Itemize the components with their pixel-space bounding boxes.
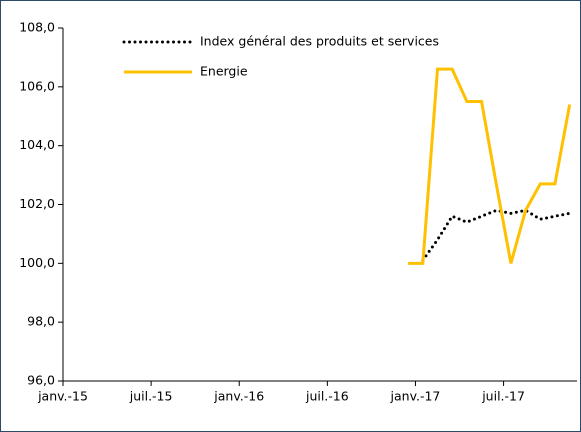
x-tick-label: juil.-15: [129, 389, 173, 404]
x-tick-label: juil.-16: [305, 389, 349, 404]
x-tick-label: juil.-17: [481, 389, 525, 404]
y-tick-label: 96,0: [27, 373, 55, 388]
x-tick-label: janv.-16: [213, 389, 264, 404]
y-tick-label: 104,0: [19, 137, 55, 152]
x-tick-label: janv.-17: [390, 389, 441, 404]
y-tick-label: 102,0: [19, 196, 55, 211]
series-line: [421, 208, 572, 262]
series-line: [408, 67, 572, 265]
y-tick-label: 98,0: [27, 314, 55, 329]
y-tick-label: 100,0: [19, 255, 55, 270]
x-tick-label: janv.-15: [37, 389, 88, 404]
y-tick-label: 108,0: [19, 20, 55, 35]
y-tick-label: 106,0: [19, 78, 55, 93]
legend-label: Energie: [200, 64, 248, 79]
legend-label: Index général des produits et services: [200, 34, 439, 49]
